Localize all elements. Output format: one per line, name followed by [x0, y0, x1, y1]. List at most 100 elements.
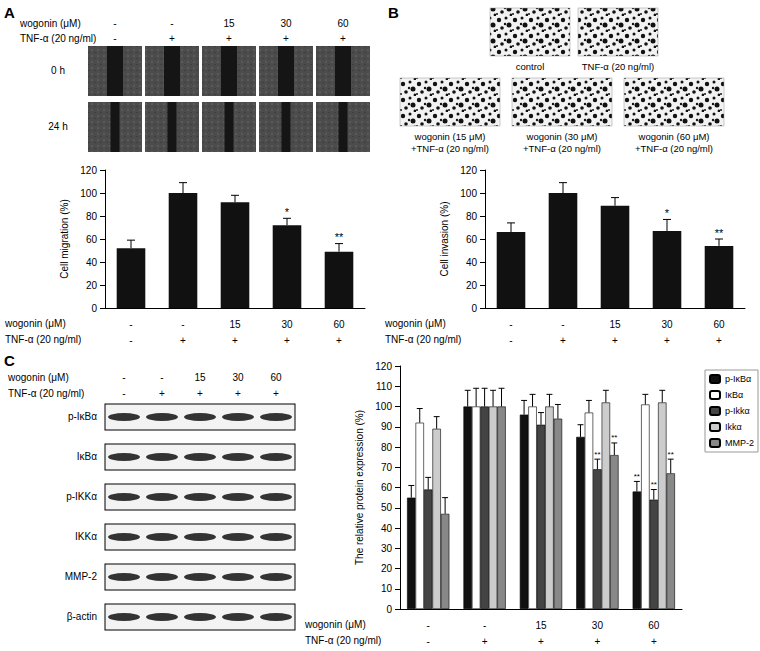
svg-text:-: - — [129, 319, 132, 330]
svg-text:-: - — [170, 18, 173, 29]
svg-text:-: - — [160, 372, 163, 383]
svg-text:*: * — [665, 207, 670, 219]
svg-text:wogonin (μM): wogonin (μM) — [4, 318, 66, 329]
svg-text:15: 15 — [194, 372, 206, 383]
svg-text:30: 30 — [281, 319, 293, 330]
svg-text:+: + — [197, 388, 203, 399]
svg-text:TNF-α (20 ng/ml): TNF-α (20 ng/ml) — [8, 388, 84, 399]
svg-text:100: 100 — [80, 188, 97, 199]
svg-text:MMP-2: MMP-2 — [725, 438, 754, 448]
svg-text:-: - — [129, 335, 132, 346]
svg-text:TNF-α (20 ng/ml): TNF-α (20 ng/ml) — [305, 635, 381, 646]
svg-text:Cell migration (%): Cell migration (%) — [59, 199, 70, 278]
svg-text:+: + — [284, 335, 290, 346]
svg-text:**: ** — [634, 472, 640, 481]
svg-text:60: 60 — [86, 234, 98, 245]
svg-text:-: - — [122, 388, 125, 399]
svg-text:0 h: 0 h — [51, 65, 65, 76]
svg-text:50: 50 — [381, 502, 393, 513]
svg-text:24 h: 24 h — [48, 121, 67, 132]
svg-text:80: 80 — [381, 442, 393, 453]
svg-text:+: + — [180, 335, 186, 346]
svg-text:**: ** — [651, 480, 657, 489]
svg-text:+: + — [651, 636, 657, 647]
svg-text:β-actin: β-actin — [67, 611, 97, 622]
svg-text:+: + — [538, 636, 544, 647]
svg-text:30: 30 — [661, 319, 673, 330]
svg-text:MMP-2: MMP-2 — [65, 571, 98, 582]
svg-text:15: 15 — [229, 319, 241, 330]
svg-text:+: + — [612, 335, 618, 346]
svg-text:-: - — [561, 319, 564, 330]
svg-text:+: + — [560, 335, 566, 346]
svg-text:0: 0 — [471, 303, 477, 314]
svg-text:p-IκBα: p-IκBα — [68, 411, 97, 422]
svg-text:p-IκBα: p-IκBα — [725, 374, 751, 384]
svg-text:Cell invasion (%): Cell invasion (%) — [439, 201, 450, 276]
svg-text:wogonin (60 μM): wogonin (60 μM) — [638, 131, 710, 142]
svg-text:+TNF-α (20 ng/ml): +TNF-α (20 ng/ml) — [411, 143, 489, 154]
svg-text:TNF-α (20 ng/ml): TNF-α (20 ng/ml) — [385, 334, 461, 345]
svg-text:60: 60 — [466, 234, 478, 245]
svg-text:IκBα: IκBα — [77, 451, 97, 462]
svg-text:TNF-α (20 ng/ml): TNF-α (20 ng/ml) — [582, 61, 655, 72]
svg-text:30: 30 — [381, 543, 393, 554]
svg-text:-: - — [113, 18, 116, 29]
svg-text:TNF-α (20 ng/ml): TNF-α (20 ng/ml) — [5, 334, 81, 345]
svg-text:+: + — [159, 388, 165, 399]
svg-text:+TNF-α (20 ng/ml): +TNF-α (20 ng/ml) — [523, 143, 601, 154]
svg-text:IKKα: IKKα — [75, 531, 97, 542]
svg-text:-: - — [427, 636, 430, 647]
svg-text:wogonin (μM): wogonin (μM) — [384, 318, 446, 329]
svg-text:15: 15 — [535, 620, 547, 631]
svg-text:+TNF-α (20 ng/ml): +TNF-α (20 ng/ml) — [635, 143, 713, 154]
svg-text:+: + — [594, 636, 600, 647]
svg-text:+: + — [664, 335, 670, 346]
svg-text:B: B — [388, 4, 399, 21]
svg-text:60: 60 — [270, 372, 282, 383]
svg-text:+: + — [169, 33, 175, 44]
svg-text:wogonin (μM): wogonin (μM) — [304, 619, 366, 630]
svg-text:80: 80 — [86, 211, 98, 222]
svg-text:40: 40 — [381, 523, 393, 534]
svg-text:wogonin (μM): wogonin (μM) — [19, 18, 81, 29]
svg-text:15: 15 — [223, 18, 235, 29]
svg-text:+: + — [482, 636, 488, 647]
svg-text:60: 60 — [337, 18, 349, 29]
svg-text:**: ** — [668, 450, 674, 459]
svg-text:**: ** — [335, 231, 344, 243]
svg-text:-: - — [509, 335, 512, 346]
svg-text:+: + — [226, 33, 232, 44]
svg-text:120: 120 — [460, 165, 477, 176]
svg-text:+: + — [716, 335, 722, 346]
svg-text:+: + — [336, 335, 342, 346]
svg-text:**: ** — [715, 227, 724, 239]
svg-text:TNF-α (20 ng/ml): TNF-α (20 ng/ml) — [20, 33, 96, 44]
svg-text:15: 15 — [609, 319, 621, 330]
svg-text:+: + — [273, 388, 279, 399]
svg-text:60: 60 — [333, 319, 345, 330]
svg-text:*: * — [285, 206, 290, 218]
svg-text:p-Ikkα: p-Ikkα — [725, 406, 750, 416]
svg-text:+: + — [232, 335, 238, 346]
svg-text:20: 20 — [466, 280, 478, 291]
svg-text:120: 120 — [375, 361, 392, 372]
svg-text:70: 70 — [381, 462, 393, 473]
svg-text:100: 100 — [460, 188, 477, 199]
svg-text:30: 30 — [592, 620, 604, 631]
svg-text:Ikkα: Ikkα — [725, 422, 742, 432]
svg-text:90: 90 — [381, 421, 393, 432]
svg-text:30: 30 — [280, 18, 292, 29]
svg-text:120: 120 — [80, 165, 97, 176]
svg-text:+: + — [340, 33, 346, 44]
svg-text:-: - — [181, 319, 184, 330]
svg-text:-: - — [483, 620, 486, 631]
svg-text:The relative protein expressio: The relative protein expression (%) — [354, 410, 365, 565]
svg-text:+: + — [283, 33, 289, 44]
svg-text:p-IKKα: p-IKKα — [66, 491, 97, 502]
svg-text:A: A — [4, 4, 15, 21]
svg-text:C: C — [4, 352, 15, 369]
svg-text:60: 60 — [713, 319, 725, 330]
svg-text:-: - — [122, 372, 125, 383]
svg-text:10: 10 — [381, 583, 393, 594]
